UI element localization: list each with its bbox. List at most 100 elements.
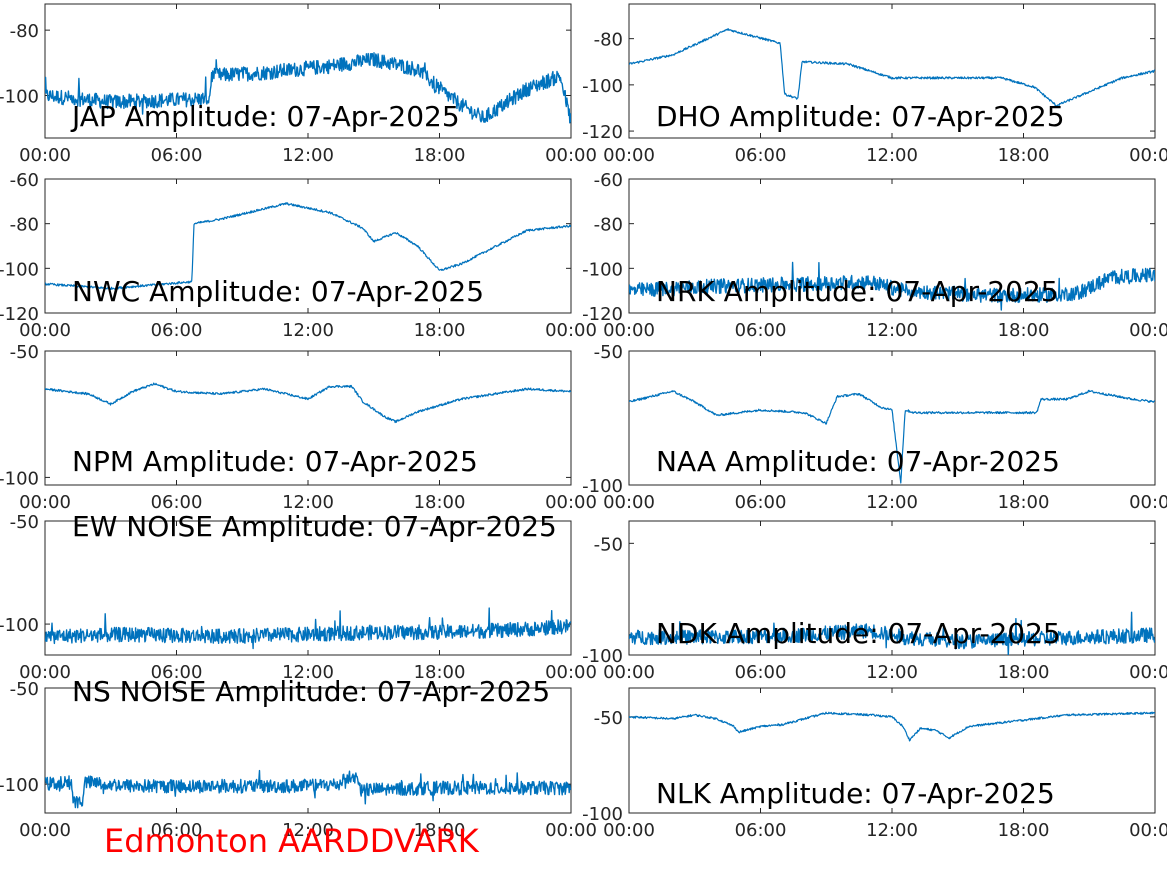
x-tick-label: 06:00 [151, 145, 203, 166]
x-tick-label: 00:00 [1129, 145, 1167, 166]
panel-9: 00:00 06:00 12:00 18:00 00:00 -50 -100 NLK Ampl… [582, 687, 1167, 841]
y-tick-label: -50 [10, 512, 39, 533]
x-tick-label: 00:00 [1129, 662, 1167, 683]
x-tick-label: 00:00 [1129, 492, 1167, 513]
x-tick-label: 18:00 [414, 320, 466, 341]
x-tick-label: 12:00 [282, 320, 334, 341]
x-tick-label: 00:00 [603, 145, 655, 166]
y-tick-label: -120 [582, 304, 623, 325]
series-line [45, 607, 571, 650]
axes-frame [628, 687, 1156, 814]
y-tick-label: -100 [582, 804, 623, 825]
x-tick-label: 06:00 [735, 492, 787, 513]
panel-2: 00:00 06:00 12:00 18:00 00:00 -60 -80 -100 -120 N… [0, 170, 597, 341]
y-tick-label: -80 [10, 215, 39, 236]
x-tick-label: 12:00 [866, 492, 918, 513]
x-tick-label: 18:00 [414, 492, 466, 513]
series-line [629, 28, 1155, 107]
x-tick-label: 18:00 [998, 820, 1050, 841]
panel-0: 00:00 06:00 12:00 18:00 00:00 -80 -100 JAP Ampl… [0, 3, 597, 166]
x-tick-label: 06:00 [151, 492, 203, 513]
panel-title: DHO Amplitude: 07-Apr-2025 [656, 100, 1065, 133]
x-tick-label: 06:00 [151, 320, 203, 341]
panel-title: NDK Amplitude: 07-Apr-2025 [656, 617, 1061, 650]
series-line [629, 261, 1155, 311]
x-tick-label: 00:00 [19, 492, 71, 513]
axes-frame [628, 3, 1156, 139]
y-tick-label: -50 [594, 534, 623, 555]
x-tick-label: 06:00 [151, 820, 203, 841]
panel-3: 00:00 06:00 12:00 18:00 00:00 -60 -80 -100 -120 N… [582, 170, 1167, 341]
x-tick-label: 00:00 [1129, 820, 1167, 841]
panel-title: NLK Amplitude: 07-Apr-2025 [656, 777, 1055, 810]
panel-4: 00:00 06:00 12:00 18:00 00:00 -50 -100 NPM Ampl… [0, 342, 597, 513]
x-tick-label: 00:00 [19, 820, 71, 841]
y-tick-label: -120 [582, 122, 623, 143]
panel-title: NAA Amplitude: 07-Apr-2025 [656, 445, 1060, 478]
x-tick-label: 00:00 [603, 492, 655, 513]
y-tick-label: -60 [10, 170, 39, 191]
x-tick-label: 06:00 [735, 145, 787, 166]
panel-title: JAP Amplitude: 07-Apr-2025 [70, 100, 460, 133]
axes-frame [44, 350, 572, 486]
y-tick-label: -50 [10, 679, 39, 700]
panel-8: 00:00 06:00 12:00 18:00 00:00 -50 -100 NS NOISE… [0, 675, 597, 841]
panel-1: 00:00 06:00 12:00 18:00 00:00 -80 -100 -120 DHO … [582, 3, 1167, 166]
x-tick-label: 00:00 [545, 492, 597, 513]
y-tick-label: -100 [582, 476, 623, 497]
x-tick-label: 12:00 [866, 320, 918, 341]
y-tick-label: -100 [582, 259, 623, 280]
panel-6: 00:00 06:00 12:00 18:00 00:00 -50 -100 EW NOISE… [0, 510, 597, 683]
y-tick-label: -100 [582, 646, 623, 667]
x-tick-label: 00:00 [1129, 320, 1167, 341]
y-tick-label: -100 [0, 468, 39, 489]
panel-7: 00:00 06:00 12:00 18:00 00:00 -50 -100 NDK Ampl… [582, 520, 1167, 683]
x-tick-label: 00:00 [545, 145, 597, 166]
x-tick-label: 00:00 [545, 662, 597, 683]
x-tick-label: 12:00 [282, 662, 334, 683]
axes-frame [628, 350, 1156, 486]
x-tick-label: 12:00 [282, 820, 334, 841]
y-tick-label: -50 [594, 342, 623, 363]
y-tick-label: -80 [10, 21, 39, 42]
x-tick-label: 06:00 [151, 662, 203, 683]
y-tick-label: -100 [0, 615, 39, 636]
series-line [629, 711, 1155, 742]
x-tick-label: 00:00 [545, 320, 597, 341]
x-tick-label: 18:00 [414, 662, 466, 683]
x-tick-label: 00:00 [19, 320, 71, 341]
axes-frame [44, 687, 572, 814]
x-tick-label: 12:00 [866, 662, 918, 683]
x-tick-label: 18:00 [998, 145, 1050, 166]
y-tick-label: -100 [582, 76, 623, 97]
x-tick-label: 06:00 [735, 662, 787, 683]
y-tick-label: -100 [0, 87, 39, 108]
series-line [629, 389, 1155, 484]
x-tick-label: 18:00 [998, 492, 1050, 513]
y-tick-label: -100 [0, 259, 39, 280]
panel-title: EW NOISE Amplitude: 07-Apr-2025 [72, 510, 557, 543]
station-caption: Edmonton AARDDVARK [104, 822, 479, 860]
x-tick-label: 18:00 [998, 662, 1050, 683]
y-tick-label: -80 [594, 30, 623, 51]
x-tick-label: 00:00 [19, 145, 71, 166]
x-tick-label: 00:00 [603, 320, 655, 341]
y-tick-label: -50 [10, 342, 39, 363]
y-tick-label: -100 [0, 775, 39, 796]
series-line [45, 769, 571, 809]
x-tick-label: 12:00 [866, 820, 918, 841]
series-line [629, 611, 1155, 655]
series-line [45, 52, 571, 124]
x-tick-label: 00:00 [603, 820, 655, 841]
panel-5: 00:00 06:00 12:00 18:00 00:00 -50 -100 NAA Ampl… [582, 342, 1167, 513]
y-tick-label: -120 [0, 304, 39, 325]
x-tick-label: 12:00 [282, 492, 334, 513]
panel-title: NS NOISE Amplitude: 07-Apr-2025 [72, 675, 550, 708]
x-tick-label: 06:00 [735, 320, 787, 341]
x-tick-label: 00:00 [545, 820, 597, 841]
x-tick-label: 00:00 [603, 662, 655, 683]
x-tick-label: 12:00 [866, 145, 918, 166]
y-tick-label: -50 [594, 708, 623, 729]
y-tick-label: -80 [594, 215, 623, 236]
